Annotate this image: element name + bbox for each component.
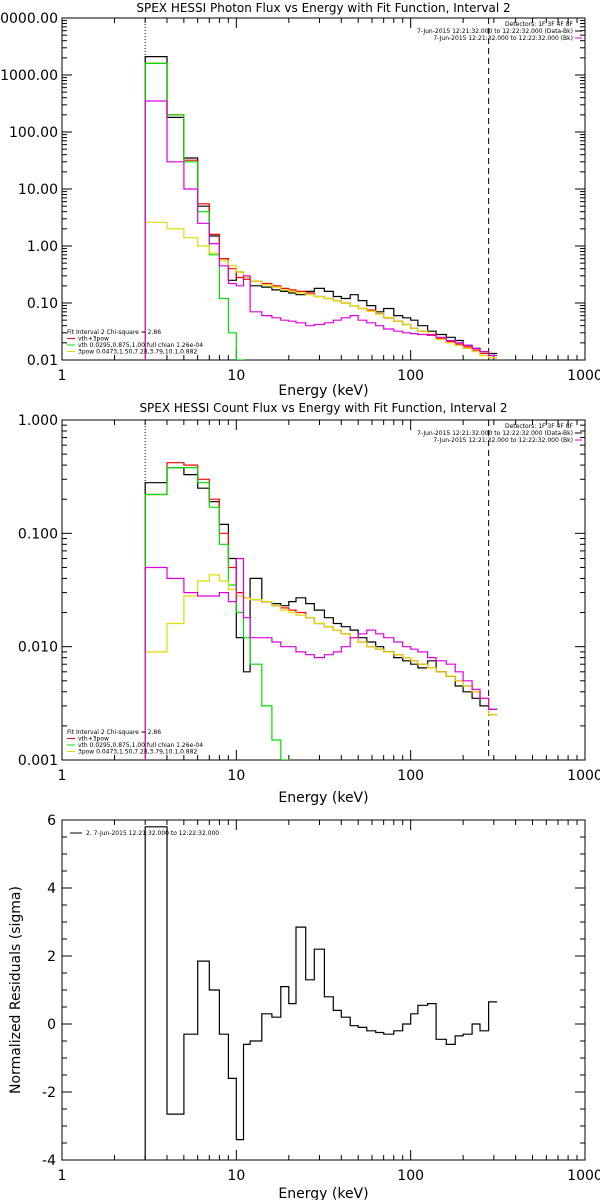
series-line-vth (144, 467, 290, 760)
series-line-bk (144, 100, 498, 360)
series-line-data-bk (144, 467, 498, 760)
series-line-3pow (144, 221, 498, 360)
legend-bottom-left-text: Fit Interval 2 Chi-square = 2.86 (67, 329, 161, 336)
series-line-vth-3pow (144, 462, 498, 760)
legend-bottom-left-text: vth 0.0295,0.875,1.00 full chian 1.26e-0… (78, 742, 203, 749)
legend-top-left-text: 2. 7-Jun-2015 12:21:32.000 to 12:22:32.0… (86, 830, 219, 837)
x-tick-label: 100 (397, 1168, 424, 1184)
x-tick-label: 1 (58, 768, 67, 784)
legend-top-right-text: 7-Jun-2015 12:21:32.000 to 12:22:32.000 … (433, 35, 573, 42)
legend-bottom-left-text: vth+3pow (78, 336, 109, 343)
y-tick-label: 6 (47, 813, 56, 829)
x-tick-label: 1000 (567, 1168, 600, 1184)
y-tick-label: 1.000 (18, 413, 58, 429)
series-line-residuals (144, 826, 498, 1160)
y-tick-label: -2 (42, 1085, 56, 1101)
x-tick-label: 10 (227, 368, 245, 384)
legend-top-right-text: Detectors: 1F 3F 4F 8F (505, 423, 574, 430)
y-tick-label: 0000.00 (0, 11, 58, 27)
chart-title: SPEX HESSI Photon Flux vs Energy with Fi… (136, 1, 510, 15)
y-tick-label: 0.001 (18, 753, 58, 769)
x-tick-label: 1000 (567, 768, 600, 784)
x-tick-label: 100 (397, 768, 424, 784)
legend-top-right-text: 7-Jun-2015 12:21:32.000 to 12:22:32.000 … (417, 28, 573, 35)
y-tick-label: 0.010 (18, 640, 58, 656)
legend-top-right-text: Detectors: 1F 3F 4F 8F (505, 21, 574, 28)
legend-bottom-left-text: vth+3pow (78, 736, 109, 743)
chart-panel-2: 1 10 100 1000 1.000 0.100 0.010 0.001 SPEX HESSI… (18, 401, 600, 806)
plot-frame (61, 17, 586, 361)
x-tick-label: 1000 (567, 368, 600, 384)
x-tick-label: 1 (58, 1168, 67, 1184)
legend-bottom-left-text: vth 0.0295,0.875,1.00 full chian 1.26e-0… (78, 342, 203, 349)
y-tick-label: 2 (47, 949, 56, 965)
x-tick-label: 10 (227, 768, 245, 784)
y-axis-label: Normalized Residuals (sigma) (8, 886, 24, 1094)
chart-title: SPEX HESSI Count Flux vs Energy with Fit… (139, 401, 507, 415)
x-axis-label: Energy (keV) (278, 383, 368, 399)
y-tick-label: -4 (42, 1153, 56, 1169)
series-line-3pow (144, 574, 498, 760)
series-line-vth (144, 62, 245, 360)
x-tick-label: 10 (227, 1168, 245, 1184)
series-line-bk (144, 557, 498, 760)
y-tick-label: 0.10 (27, 296, 58, 312)
y-tick-label: 0.01 (27, 353, 58, 369)
y-tick-label: 4 (47, 881, 56, 897)
x-axis-label: Energy (keV) (278, 1186, 368, 1200)
plot-frame (61, 419, 586, 761)
legend-top-right-text: 7-Jun-2015 12:21:32.000 to 12:22:32.000 … (433, 437, 573, 444)
chart-panel-3: 1 10 100 1000 6 4 2 0 -2 -4 Energy (keV) Normalized… (8, 813, 600, 1200)
y-tick-label: 1000.00 (0, 68, 58, 84)
y-tick-label: 0 (47, 1017, 56, 1033)
x-tick-label: 100 (397, 368, 424, 384)
legend-bottom-left-text: 3pow 0.0473,1.50,7.28,3.79,10.1,0.882 (78, 349, 197, 356)
legend-top-right-text: 7-Jun-2015 12:21:32.000 to 12:22:32.000 … (417, 430, 573, 437)
y-tick-label: 1.00 (27, 239, 58, 255)
y-tick-label: 100.00 (9, 125, 58, 141)
legend-bottom-left-text: Fit Interval 2 Chi-square = 2.86 (67, 729, 161, 736)
legend-bottom-left-text: 3pow 0.0473,1.50,7.28,3.79,10.1,0.882 (78, 749, 197, 756)
x-tick-label: 1 (58, 368, 67, 384)
y-tick-label: 0.100 (18, 526, 58, 542)
plot-frame (61, 819, 586, 1161)
y-tick-label: 10.00 (18, 182, 58, 198)
x-axis-label: Energy (keV) (278, 790, 368, 806)
chart-panel-1: 1 10 100 1000 0000.00 1000.00 100.00 10.00 1.00 0… (0, 1, 600, 399)
